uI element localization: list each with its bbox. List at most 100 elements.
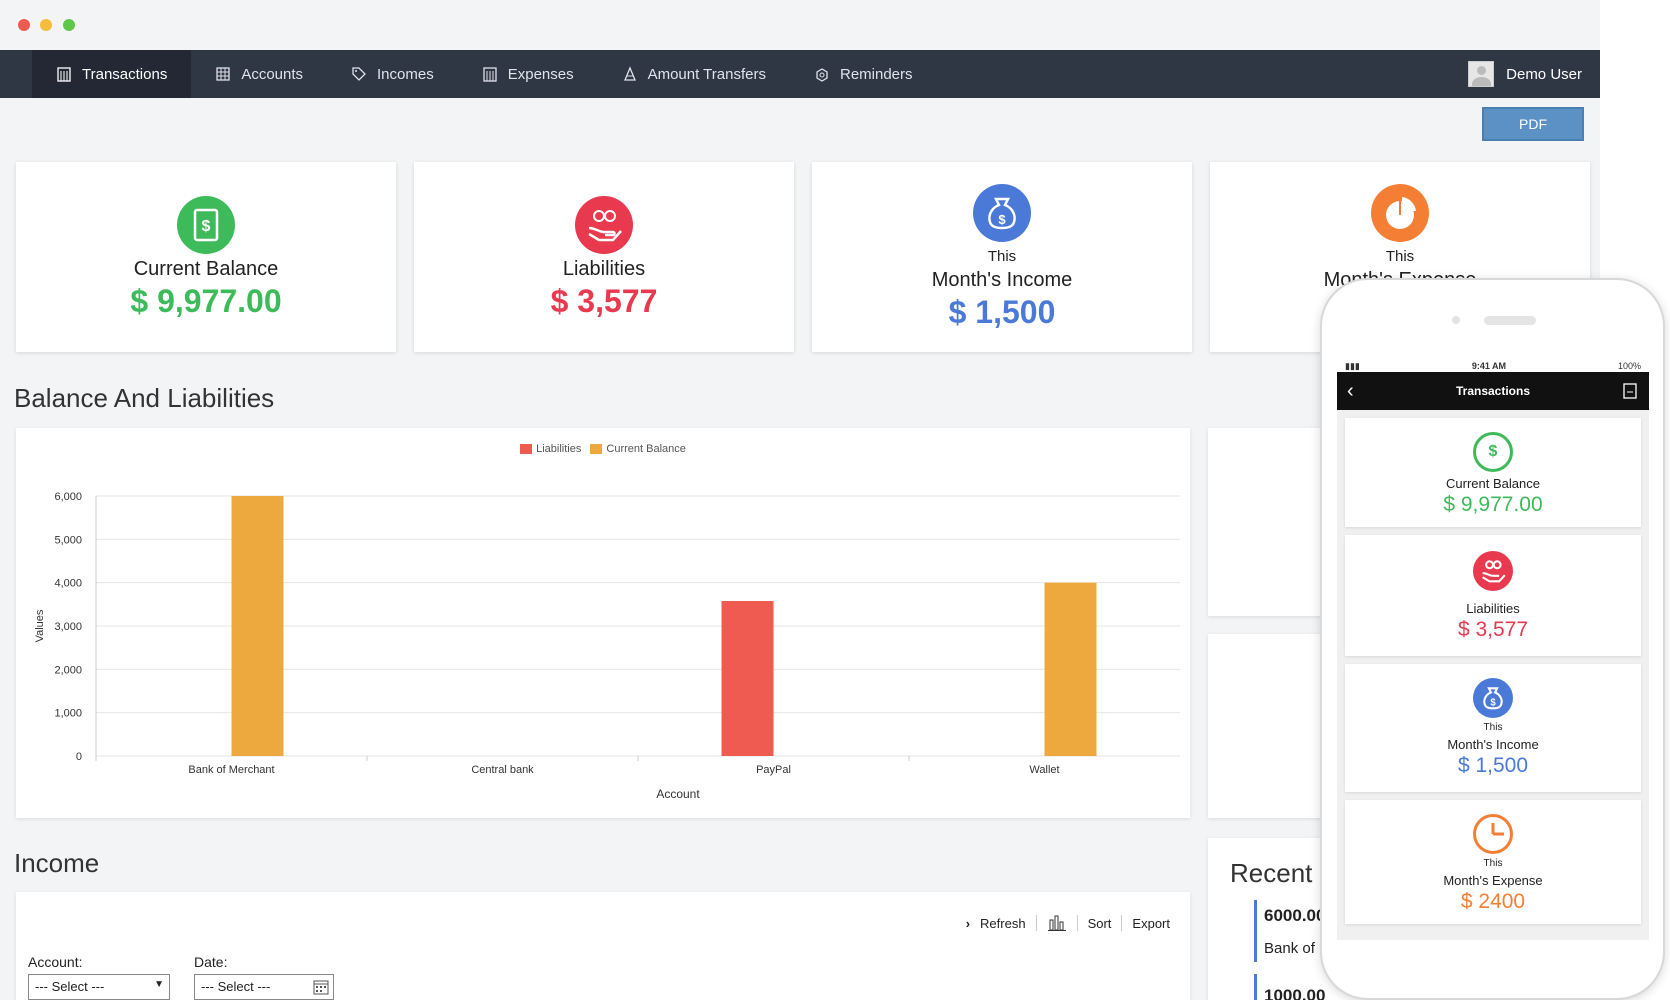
close-window-button[interactable] bbox=[18, 19, 30, 31]
chevron-right-icon: › bbox=[965, 915, 971, 931]
nav-label: Incomes bbox=[377, 65, 434, 83]
nav-expenses[interactable]: Expenses bbox=[458, 50, 598, 98]
money-bag-icon: $ bbox=[1473, 678, 1513, 718]
sort-button[interactable]: Sort bbox=[1087, 915, 1112, 931]
account-filter-label: Account: bbox=[28, 954, 83, 970]
y-tick-label: 1,000 bbox=[54, 708, 82, 720]
hand-coins-icon bbox=[1473, 551, 1513, 591]
svg-text:$: $ bbox=[1490, 698, 1496, 709]
phone-card-value: $ 9,977.00 bbox=[1443, 493, 1543, 516]
phone-camera bbox=[1452, 316, 1460, 324]
calendar-icon[interactable] bbox=[313, 979, 329, 995]
phone-card-title: Current Balance bbox=[1446, 476, 1540, 491]
card-value: $ 1,500 bbox=[948, 294, 1056, 330]
income-section-title: Income bbox=[14, 848, 100, 878]
phone-card-prefix: This bbox=[1483, 722, 1503, 733]
legend-swatch bbox=[590, 444, 603, 454]
bar-current-balance bbox=[1044, 582, 1097, 756]
minimize-window-button[interactable] bbox=[40, 19, 52, 31]
income-toolbar: › Refresh Sort Export bbox=[966, 914, 1170, 932]
phone-time: 9:41 AM bbox=[1471, 361, 1506, 371]
card-title-prefix: This bbox=[1385, 248, 1415, 265]
hand-coins-icon bbox=[575, 196, 633, 254]
liabilities-card: Liabilities $ 3,577 bbox=[414, 162, 794, 352]
phone-card-title: Month's Expense bbox=[1443, 873, 1543, 888]
legend-label: Liabilities bbox=[536, 443, 582, 455]
divider bbox=[1076, 915, 1078, 931]
bar-liabilities bbox=[721, 600, 774, 756]
balance-liabilities-chart: Liabilities Current Balance 0 1,000 2,000 3… bbox=[16, 428, 1190, 818]
nav-label: Expenses bbox=[507, 65, 574, 83]
dollar-icon: $ bbox=[177, 196, 235, 254]
nav-label: Accounts bbox=[241, 65, 304, 83]
y-tick-label: 6,000 bbox=[54, 491, 82, 503]
avatar bbox=[1468, 61, 1495, 87]
refresh-button[interactable]: Refresh bbox=[980, 915, 1026, 931]
document-icon[interactable] bbox=[1623, 383, 1637, 399]
balance-section-title: Balance And Liabilities bbox=[14, 383, 275, 413]
legend-item[interactable]: Liabilities bbox=[520, 443, 581, 455]
nav-reminders[interactable]: Reminders bbox=[790, 50, 937, 98]
phone-card-value: $ 1,500 bbox=[1457, 754, 1529, 777]
date-input[interactable]: --- Select --- bbox=[194, 974, 334, 1000]
maximize-window-button[interactable] bbox=[63, 19, 75, 31]
expenses-icon bbox=[483, 67, 497, 82]
card-title-prefix: This bbox=[987, 248, 1017, 265]
recent-amount: 1000.00 bbox=[1264, 986, 1326, 1000]
nav-label: Transactions bbox=[82, 65, 168, 83]
income-panel: › Refresh Sort Export Account: --- Selec… bbox=[16, 892, 1190, 1000]
nav-transactions[interactable]: Transactions bbox=[32, 50, 192, 98]
card-title: Month's Income bbox=[931, 269, 1073, 291]
pie-icon bbox=[1371, 184, 1429, 242]
card-value: $ 3,577 bbox=[550, 283, 658, 319]
phone-battery: 100% bbox=[1617, 361, 1641, 371]
accounts-icon bbox=[216, 67, 230, 81]
dropdown-arrow-icon: ▼ bbox=[154, 979, 164, 990]
phone-expense-card: This Month's Expense $ 2400 bbox=[1345, 800, 1641, 924]
nav-label: Reminders bbox=[839, 65, 913, 83]
timeline-bar bbox=[1254, 900, 1257, 962]
back-icon[interactable]: ‹ bbox=[1347, 379, 1354, 402]
transactions-icon bbox=[57, 67, 71, 82]
nav-accounts[interactable]: Accounts bbox=[191, 50, 327, 98]
phone-screen: ▮▮▮ 9:41 AM 100% ‹ Transactions $ Curren… bbox=[1337, 360, 1649, 940]
user-menu[interactable]: Demo User bbox=[1468, 50, 1582, 98]
recent-amount: 6000.00 bbox=[1264, 906, 1326, 925]
nav-incomes[interactable]: Incomes bbox=[327, 50, 458, 98]
recent-section-title: Recent I bbox=[1230, 858, 1327, 888]
money-bag-icon: $ bbox=[973, 184, 1031, 242]
signal-icon: ▮▮▮ bbox=[1345, 360, 1360, 371]
top-nav: Transactions Accounts Incomes Expenses A… bbox=[0, 50, 1600, 98]
phone-card-title: Liabilities bbox=[1466, 601, 1520, 616]
date-input-value: --- Select --- bbox=[201, 979, 271, 994]
account-select-value: --- Select --- bbox=[35, 979, 105, 994]
bar-current-balance bbox=[231, 496, 284, 756]
x-tick-label: Central bank bbox=[471, 764, 534, 776]
transfer-icon bbox=[623, 66, 636, 81]
svg-text:$: $ bbox=[202, 218, 211, 235]
legend-item[interactable]: Current Balance bbox=[590, 443, 686, 455]
app-window: Transactions Accounts Incomes Expenses A… bbox=[0, 0, 1600, 1000]
phone-balance-card: $ Current Balance $ 9,977.00 bbox=[1345, 418, 1641, 527]
nav-amount-transfers[interactable]: Amount Transfers bbox=[598, 50, 790, 98]
timeline-bar bbox=[1254, 974, 1257, 1000]
card-title: Liabilities bbox=[562, 258, 646, 280]
chart-svg: 0 1,000 2,000 3,000 4,000 5,000 6,000 Bank of M… bbox=[34, 491, 1180, 801]
phone-card-value: $ 2400 bbox=[1460, 890, 1526, 913]
current-balance-card: $ Current Balance $ 9,977.00 bbox=[16, 162, 396, 352]
pie-icon bbox=[1473, 814, 1513, 854]
pdf-button[interactable]: PDF bbox=[1482, 107, 1584, 141]
y-axis-title: Values bbox=[34, 609, 46, 642]
chart-legend: Liabilities Current Balance bbox=[16, 443, 1190, 457]
phone-income-card: $ This Month's Income $ 1,500 bbox=[1345, 664, 1641, 792]
bar-chart-icon[interactable] bbox=[1047, 914, 1067, 932]
phone-title: Transactions bbox=[1455, 384, 1531, 398]
account-select[interactable]: --- Select --- ▼ bbox=[28, 974, 170, 1000]
x-axis-title: Account bbox=[656, 787, 700, 801]
card-value: $ 9,977.00 bbox=[130, 283, 282, 319]
phone-liabilities-card: Liabilities $ 3,577 bbox=[1345, 535, 1641, 656]
phone-card-prefix: This bbox=[1483, 858, 1503, 869]
x-tick-label: Wallet bbox=[1029, 764, 1059, 776]
y-tick-label: 3,000 bbox=[54, 621, 82, 633]
export-button[interactable]: Export bbox=[1132, 915, 1170, 931]
